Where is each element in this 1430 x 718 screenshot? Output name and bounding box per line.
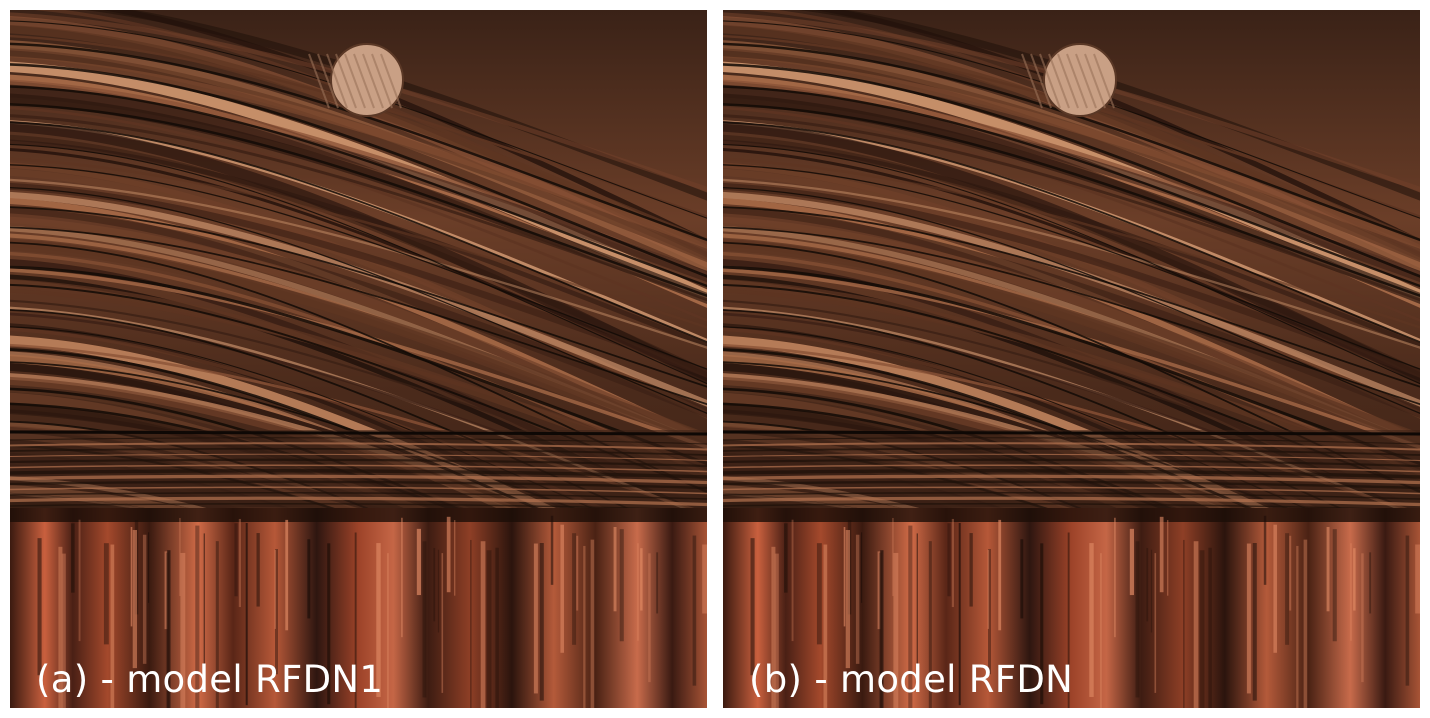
image-panel-a: (a) - model RFDN1 bbox=[10, 10, 707, 708]
wood-texture-image-b bbox=[723, 10, 1420, 708]
panel-caption-b: (b) - model RFDN bbox=[749, 657, 1074, 701]
wood-texture-image-a bbox=[10, 10, 707, 708]
panel-caption-a: (a) - model RFDN1 bbox=[36, 657, 384, 701]
image-panel-b: (b) - model RFDN bbox=[723, 10, 1420, 708]
